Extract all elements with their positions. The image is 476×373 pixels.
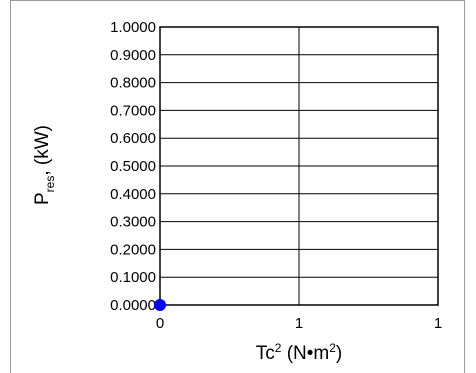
y-tick-label: 0.6000 — [110, 130, 156, 147]
data-point — [154, 299, 166, 311]
x-tick-label: 0 — [156, 315, 164, 332]
x-tick-labels: 0 1 1 — [156, 315, 442, 332]
y-tick-label: 0.2000 — [110, 241, 156, 258]
y-tick-labels: 1.0000 0.9000 0.8000 0.7000 0.6000 0.5000 0.40… — [110, 19, 156, 314]
x-tick-label: 1 — [295, 315, 303, 332]
chart-frame — [10, 0, 465, 373]
y-tick-label: 0.0000 — [110, 297, 156, 314]
x-axis-label: Tc2 (N•m2) — [256, 341, 343, 364]
y-tick-label: 0.1000 — [110, 269, 156, 286]
x-tick-label: 1 — [434, 315, 442, 332]
y-tick-label: 0.4000 — [110, 186, 156, 203]
y-axis-label: Pres, (kW) — [32, 125, 57, 205]
data-points — [154, 299, 166, 311]
y-tick-label: 0.8000 — [110, 75, 156, 92]
y-tick-label: 1.0000 — [110, 19, 156, 36]
y-tick-label: 0.7000 — [110, 102, 156, 119]
y-tick-label: 0.3000 — [110, 214, 156, 231]
y-tick-label: 0.5000 — [110, 158, 156, 175]
y-tick-label: 0.9000 — [110, 47, 156, 64]
